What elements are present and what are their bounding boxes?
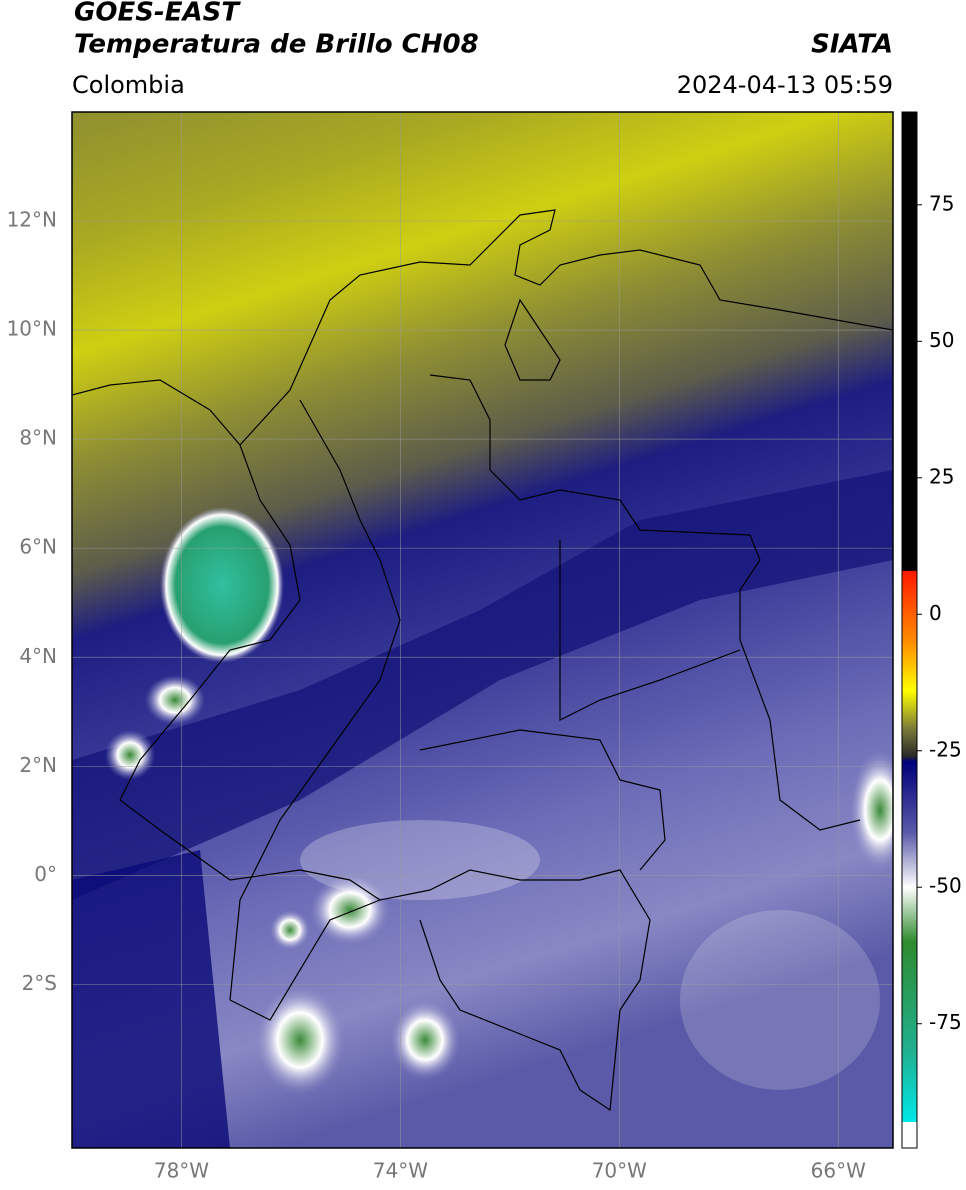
colorbar-tick-label: 0 [929, 601, 942, 625]
satellite-image [72, 112, 893, 1148]
colorbar-tick-label: 50 [929, 328, 954, 352]
lon-tick-label: 70°W [592, 1159, 647, 1183]
colorbar-tick-label: -25 [929, 737, 962, 761]
lon-tick-label: 78°W [154, 1159, 209, 1183]
lat-tick-label: 2°N [19, 753, 57, 777]
region: Colombia [72, 71, 185, 99]
grid [72, 112, 893, 1148]
colorbar-frame [901, 111, 918, 1149]
lat-tick-label: 6°N [19, 535, 57, 559]
lat-tick-label: 4°N [19, 644, 57, 668]
lat-tick-label: 8°N [19, 426, 57, 450]
borders [72, 209, 893, 1112]
lat-tick-label: 2°S [22, 971, 57, 995]
colorbar-under [902, 1122, 917, 1148]
subtitle: Temperatura de Brillo CH08 [74, 30, 479, 60]
axes: 78°W 74°W 70°W 66°W 12°N 10°N 8°N 6°N 4°N 2°N 0° 2°… [7, 208, 867, 1183]
colorbar-tick-label: 25 [929, 464, 954, 488]
colorbar-tick-label: 75 [929, 191, 954, 215]
map-frame [71, 111, 894, 1149]
colorbar-tick-label: -75 [929, 1010, 962, 1034]
lat-tick-label: 0° [34, 862, 57, 886]
source: SIATA [811, 30, 893, 60]
lon-tick-label: 66°W [811, 1159, 866, 1183]
lat-tick-label: 12°N [7, 208, 57, 232]
datetime: 2024-04-13 05:59 [677, 71, 893, 99]
colorbar-ticks: 75 50 25 0 -25 -50 -75 [917, 191, 962, 1034]
colorbar [902, 112, 917, 1122]
lon-tick-label: 74°W [373, 1159, 428, 1183]
lat-tick-label: 10°N [7, 317, 57, 341]
colorbar-tick-label: -50 [929, 874, 962, 898]
title: GOES-EAST [74, 0, 241, 28]
